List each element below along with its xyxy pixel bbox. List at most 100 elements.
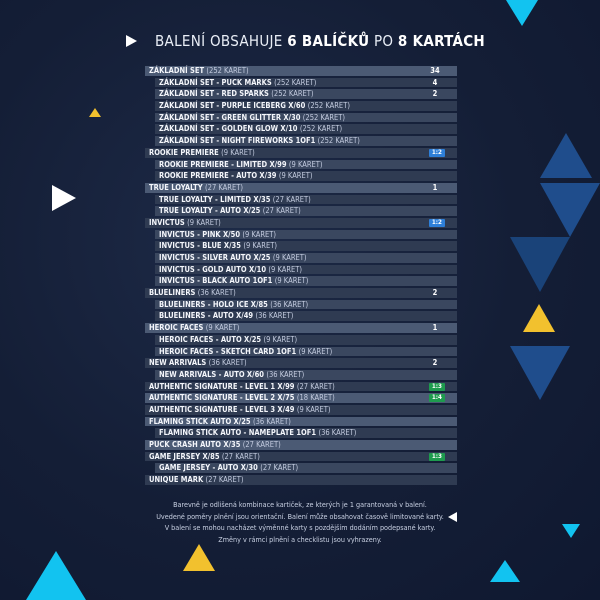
row-background xyxy=(145,182,457,193)
row-count: (36 KARET) xyxy=(252,416,291,426)
footer-line: Uvedené poměry plnění jsou orientační. B… xyxy=(156,511,444,521)
triangle-yellow-small-left xyxy=(89,108,101,117)
row-count: (36 KARET) xyxy=(255,311,294,321)
table-row: AUTHENTIC SIGNATURE - LEVEL 2 X/75 (18 K… xyxy=(145,392,457,404)
row-label: TRUE LOYALTY - AUTO X/25 (27 KARET) xyxy=(159,205,301,217)
table-row: BLUELINERS (36 KARET) 2 xyxy=(145,287,457,299)
row-count: (9 KARET) xyxy=(187,217,221,227)
table-row: UNIQUE MARK (27 KARET) xyxy=(145,474,457,486)
row-name: NEW ARRIVALS xyxy=(149,358,207,368)
row-label: FLAMING STICK AUTO - NAMEPLATE 1OF1 (36 … xyxy=(159,427,356,439)
row-name: FLAMING STICK AUTO - NAMEPLATE 1OF1 xyxy=(159,428,317,438)
row-count: (36 KARET) xyxy=(197,288,236,298)
row-name: HEROIC FACES xyxy=(149,323,204,333)
row-background xyxy=(155,77,457,88)
row-name: GAME JERSEY - AUTO X/30 xyxy=(159,463,258,473)
table-row: INVICTUS - SILVER AUTO X/25 (9 KARET) xyxy=(145,252,457,264)
row-value: 4 xyxy=(432,77,438,87)
row-name: HEROIC FACES - AUTO X/25 xyxy=(159,334,262,344)
row-name: ROOKIE PREMIERE - AUTO X/39 xyxy=(159,171,277,181)
row-label: INVICTUS - GOLD AUTO X/10 (9 KARET) xyxy=(159,264,302,276)
row-label: INVICTUS - PINK X/50 (9 KARET) xyxy=(159,229,276,241)
row-label: FLAMING STICK AUTO X/25 (36 KARET) xyxy=(149,416,291,428)
table-row: HEROIC FACES - SKETCH CARD 1OF1 (9 KARET… xyxy=(145,346,457,358)
row-background xyxy=(155,253,457,263)
row-name: INVICTUS - SILVER AUTO X/25 xyxy=(159,253,271,262)
row-count: (27 KARET) xyxy=(296,381,335,391)
triangle-navy-right-2 xyxy=(540,183,600,237)
table-row: AUTHENTIC SIGNATURE - LEVEL 1 X/99 (27 K… xyxy=(145,381,457,393)
row-name: BLUELINERS xyxy=(149,288,196,298)
row-background xyxy=(155,124,457,135)
footer-line: Barevně je odlišená kombinace kartiček, … xyxy=(173,500,427,509)
table-row: TRUE LOYALTY - LIMITED X/35 (27 KARET) xyxy=(145,194,457,206)
row-value: 1 xyxy=(432,182,438,192)
row-count: (252 KARET) xyxy=(299,124,343,134)
ratio-badge: 1:3 xyxy=(428,452,445,461)
row-name: ZÁKLADNÍ SET - PUCK MARKS xyxy=(159,77,272,87)
row-label: AUTHENTIC SIGNATURE - LEVEL 1 X/99 (27 K… xyxy=(149,381,335,393)
row-name: ZÁKLADNÍ SET - PURPLE ICEBERG X/60 xyxy=(159,101,306,111)
row-background xyxy=(145,323,457,333)
row-count: (9 KARET) xyxy=(242,229,277,239)
triangle-cyan-bottom-left xyxy=(26,551,86,600)
row-label: HEROIC FACES - SKETCH CARD 1OF1 (9 KARET… xyxy=(159,346,332,358)
row-count: (9 KARET) xyxy=(272,253,307,262)
row-name: FLAMING STICK AUTO X/25 xyxy=(149,416,251,426)
row-label: AUTHENTIC SIGNATURE - LEVEL 2 X/75 (18 K… xyxy=(149,392,335,404)
footer-line: V balení se mohou nacházet výměnné karty… xyxy=(164,523,436,532)
row-name: TRUE LOYALTY - LIMITED X/35 xyxy=(159,194,271,204)
row-name: PUCK CRASH AUTO X/35 xyxy=(149,440,241,449)
table-row: ROOKIE PREMIERE - AUTO X/39 (9 KARET) xyxy=(145,170,457,182)
row-name: ZÁKLADNÍ SET - RED SPARKS xyxy=(159,89,269,99)
row-background xyxy=(145,288,457,298)
row-label: ZÁKLADNÍ SET - GREEN GLITTER X/30 (252 K… xyxy=(159,112,345,124)
row-count: (27 KARET) xyxy=(205,475,244,485)
row-count: (252 KARET) xyxy=(307,101,350,111)
row-label: TRUE LOYALTY - LIMITED X/35 (27 KARET) xyxy=(159,194,311,206)
triangle-navy-right-4 xyxy=(510,346,570,400)
checklist-table: ZÁKLADNÍ SET (252 KARET) 34 ZÁKLADNÍ SET -… xyxy=(145,65,457,486)
row-count: (36 KARET) xyxy=(270,299,309,309)
row-name: ROOKIE PREMIERE - LIMITED X/99 xyxy=(159,159,287,169)
row-name: INVICTUS - GOLD AUTO X/10 xyxy=(159,264,267,274)
row-label: ROOKIE PREMIERE - AUTO X/39 (9 KARET) xyxy=(159,170,313,182)
row-label: ZÁKLADNÍ SET - NIGHT FIREWORKS 1OF1 (252… xyxy=(159,135,360,147)
table-row: NEW ARRIVALS (36 KARET) 2 xyxy=(145,357,457,369)
triangle-cyan-bottom-right xyxy=(490,560,520,582)
footer-notes: Barevně je odlišená kombinace kartiček, … xyxy=(140,499,460,545)
title-packs: 6 BALÍČKŮ xyxy=(287,32,370,50)
row-label: GAME JERSEY - AUTO X/30 (27 KARET) xyxy=(159,462,298,474)
row-count: (27 KARET) xyxy=(272,194,311,204)
row-background xyxy=(155,428,457,438)
row-background xyxy=(155,369,457,380)
row-count: (9 KARET) xyxy=(274,276,309,286)
row-count: (27 KARET) xyxy=(205,182,243,192)
row-label: PUCK CRASH AUTO X/35 (27 KARET) xyxy=(149,439,281,451)
row-background xyxy=(155,171,457,181)
row-value: 2 xyxy=(432,288,438,298)
table-row: ROOKIE PREMIERE (9 KARET) 1:2 xyxy=(145,147,457,159)
table-row: INVICTUS - GOLD AUTO X/10 (9 KARET) xyxy=(145,264,457,276)
row-count: (27 KARET) xyxy=(260,463,299,473)
row-name: ROOKIE PREMIERE xyxy=(149,147,219,157)
row-label: AUTHENTIC SIGNATURE - LEVEL 3 X/49 (9 KA… xyxy=(149,404,331,416)
table-row: BLUELINERS - HOLO ICE X/85 (36 KARET) xyxy=(145,299,457,311)
row-value: 2 xyxy=(432,358,438,368)
table-row: ZÁKLADNÍ SET - GOLDEN GLOW X/10 (252 KAR… xyxy=(145,123,457,135)
page-title: BALENÍ OBSAHUJE 6 BALÍČKŮ PO 8 KARTÁCH xyxy=(155,32,485,50)
row-background xyxy=(155,311,457,322)
table-row: FLAMING STICK AUTO X/25 (36 KARET) xyxy=(145,416,457,428)
row-background xyxy=(155,101,457,111)
row-name: ZÁKLADNÍ SET - NIGHT FIREWORKS 1OF1 xyxy=(159,136,316,146)
table-row: INVICTUS (9 KARET) 1:2 xyxy=(145,217,457,229)
row-count: (252 KARET) xyxy=(302,112,346,122)
table-row: GAME JERSEY X/85 (27 KARET) 1:3 xyxy=(145,451,457,463)
table-row: PUCK CRASH AUTO X/35 (27 KARET) xyxy=(145,439,457,451)
row-background xyxy=(155,194,457,205)
play-icon xyxy=(126,35,137,47)
table-row: ZÁKLADNÍ SET - PUCK MARKS (252 KARET) 4 xyxy=(145,77,457,89)
row-name: UNIQUE MARK xyxy=(149,475,204,485)
header: BALENÍ OBSAHUJE 6 BALÍČKŮ PO 8 KARTÁCH xyxy=(126,32,485,50)
title-cards: 8 KARTÁCH xyxy=(397,32,486,50)
